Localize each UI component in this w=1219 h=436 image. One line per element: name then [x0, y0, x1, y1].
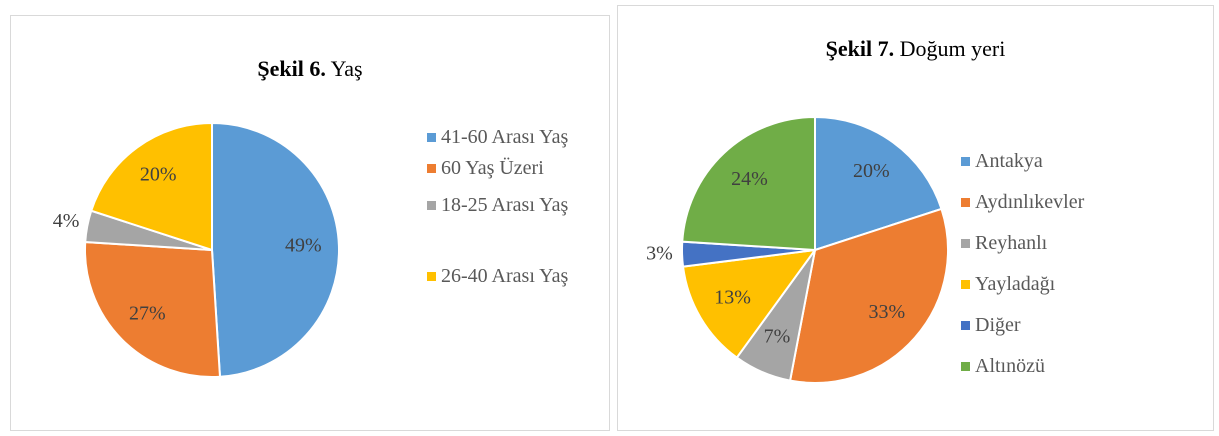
- pie-slice: [681, 115, 816, 252]
- legend-swatch: [427, 272, 436, 281]
- legend-swatch: [961, 198, 970, 207]
- pie-slice: [788, 207, 949, 384]
- legend-item: 26-40 Arası Yaş: [427, 261, 582, 292]
- legend-swatch: [427, 133, 436, 142]
- pie-slice: [89, 121, 213, 252]
- legend-swatch: [961, 280, 970, 289]
- legend-item: Aydınlıkevler: [961, 187, 1155, 218]
- legend-label: Altınözü: [975, 355, 1045, 377]
- legend-swatch: [961, 321, 970, 330]
- chart-title: Şekil 6. Yaş: [11, 56, 609, 82]
- legend-item: Altınözü: [961, 351, 1155, 382]
- legend-item: 60 Yaş Üzeri: [427, 153, 582, 184]
- legend-label: Reyhanlı: [975, 232, 1048, 254]
- data-label: 49%: [285, 235, 322, 257]
- legend-label: Yayladağı: [975, 273, 1056, 295]
- legend-swatch: [961, 362, 970, 371]
- pie-slice: [814, 115, 943, 252]
- title-text: Yaş: [330, 56, 363, 81]
- pie-slice: [84, 240, 222, 378]
- data-label: 4%: [53, 210, 80, 232]
- legend-label: 18-25 Arası Yaş: [441, 194, 569, 216]
- data-label: 3%: [646, 242, 673, 264]
- legend-item: Reyhanlı: [961, 228, 1155, 259]
- legend-label: Aydınlıkevler: [975, 191, 1085, 213]
- pie-slice: [211, 121, 340, 378]
- legend-item: 41-60 Arası Yaş: [427, 122, 582, 153]
- pie: 49% 27% 4% 20%: [53, 121, 340, 378]
- legend-swatch: [427, 164, 436, 173]
- legend-label: Antakya: [975, 150, 1043, 172]
- legend-label: 41-60 Arası Yaş: [441, 126, 569, 148]
- legend-item: Yayladağı: [961, 269, 1155, 300]
- data-label: 24%: [731, 168, 768, 190]
- legend: 41-60 Arası Yaş 60 Yaş Üzeri 18-25 Arası Y…: [427, 122, 582, 298]
- data-label: 7%: [764, 325, 791, 347]
- data-label: 33%: [868, 301, 905, 323]
- chart-title: Şekil 7. Doğum yeri: [618, 36, 1213, 62]
- legend-swatch: [961, 239, 970, 248]
- chart-panel: Şekil 7. Doğum yeri 20% 33% 7% 13% 3% 24% Ant…: [617, 5, 1214, 431]
- legend-item: Antakya: [961, 146, 1155, 177]
- legend: Antakya Aydınlıkevler Reyhanlı Yayladağı Diğ…: [961, 146, 1155, 392]
- data-label: 13%: [714, 286, 751, 308]
- legend-label: 60 Yaş Üzeri: [441, 157, 544, 179]
- pie: 20% 33% 7% 13% 3% 24%: [646, 115, 949, 384]
- data-label: 27%: [129, 302, 166, 324]
- legend-swatch: [961, 157, 970, 166]
- data-label: 20%: [853, 160, 890, 182]
- legend-item: 18-25 Arası Yaş: [427, 190, 582, 221]
- chart-panel: Şekil 6. Yaş 49% 27% 4% 20% 41-60 Arası Yaş…: [10, 15, 610, 431]
- legend-swatch: [427, 201, 436, 210]
- data-label: 20%: [140, 164, 177, 186]
- figure-label: Şekil 7.: [825, 36, 895, 61]
- pie-slice: [681, 248, 818, 359]
- legend-label: 26-40 Arası Yaş: [441, 265, 569, 287]
- legend-label: Diğer: [975, 314, 1021, 336]
- legend-item: Diğer: [961, 310, 1155, 341]
- title-text: Doğum yeri: [899, 36, 1006, 61]
- figure-label: Şekil 6.: [257, 56, 326, 81]
